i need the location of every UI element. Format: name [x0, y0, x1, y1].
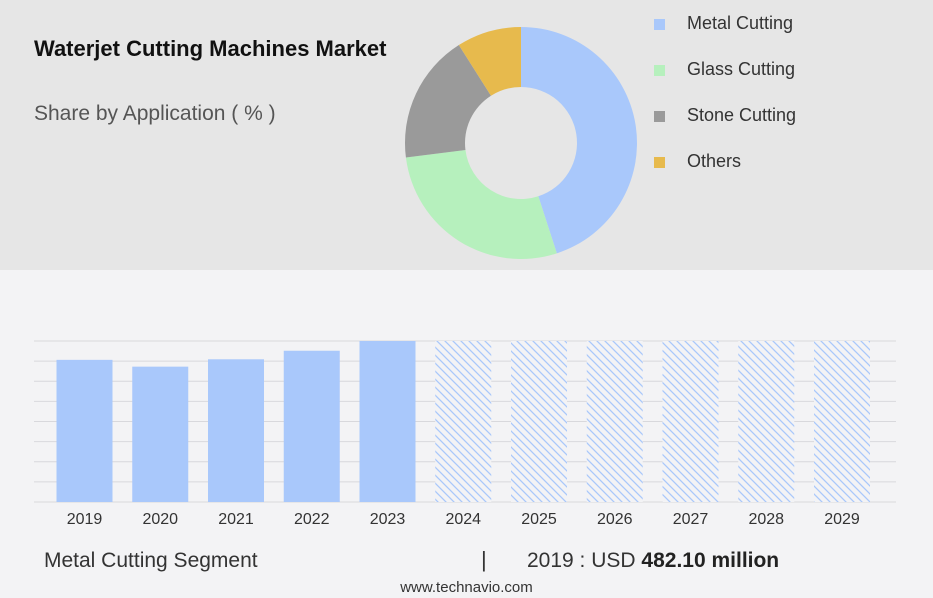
bar-2023	[359, 341, 416, 502]
x-tick-label: 2026	[597, 511, 633, 528]
forecast-bar-2028	[738, 341, 795, 502]
legend-label: Glass Cutting	[687, 59, 796, 79]
bar-2022	[283, 350, 340, 502]
chart-subtitle: Share by Application ( % )	[34, 102, 276, 125]
legend-item-glass-cutting: Glass Cutting	[650, 58, 850, 82]
donut-slice-stone-cutting	[405, 45, 491, 158]
legend-label: Stone Cutting	[687, 105, 797, 125]
bar-2021	[208, 359, 264, 502]
legend-item-stone-cutting: Stone Cutting	[650, 104, 850, 128]
legend-swatch	[654, 157, 665, 168]
x-tick-label: 2029	[824, 511, 860, 528]
legend-item-metal-cutting: Metal Cutting	[650, 12, 850, 36]
legend-swatch	[654, 111, 665, 122]
x-tick-label: 2020	[142, 511, 178, 528]
bar-2020	[132, 366, 189, 502]
segment-value-prefix: 2019 : USD	[527, 549, 642, 572]
chart-title: Waterjet Cutting Machines Market	[34, 36, 387, 61]
forecast-bar-2026	[586, 341, 643, 502]
x-tick-label: 2027	[673, 511, 709, 528]
x-tick-label: 2024	[445, 511, 481, 528]
forecast-bar-2025	[511, 341, 567, 502]
segment-label: Metal Cutting Segment	[44, 549, 258, 572]
x-tick-label: 2021	[218, 511, 254, 528]
footer-divider: |	[481, 547, 487, 572]
legend-label: Others	[687, 151, 742, 171]
forecast-bar-2024	[435, 341, 492, 502]
donut-slice-metal-cutting	[521, 27, 637, 254]
bar-chart: 2019 2020 2021 2022 2023 2024 2025 2026 2027 2028…	[34, 340, 896, 528]
x-tick-label: 2028	[748, 511, 784, 528]
donut-slice-glass-cutting	[405, 150, 557, 259]
source-link[interactable]: www.technavio.com	[400, 579, 533, 596]
legend-swatch	[654, 65, 665, 76]
x-tick-label: 2019	[67, 511, 103, 528]
bar-2019	[56, 359, 113, 502]
legend-item-others: Others	[650, 150, 850, 174]
forecast-bar-2029	[814, 341, 870, 502]
legend-label: Metal Cutting	[687, 13, 794, 33]
x-tick-label: 2025	[521, 511, 557, 528]
segment-value-amount: 482.10 million	[641, 549, 780, 572]
x-tick-label: 2022	[294, 511, 330, 528]
donut-slice-others	[458, 27, 521, 96]
x-tick-label: 2023	[370, 511, 406, 528]
forecast-bar-2027	[662, 341, 719, 502]
segment-value: 2019 : USD 482.10 million	[527, 549, 779, 573]
donut-chart	[405, 27, 637, 259]
legend-swatch	[654, 19, 665, 30]
